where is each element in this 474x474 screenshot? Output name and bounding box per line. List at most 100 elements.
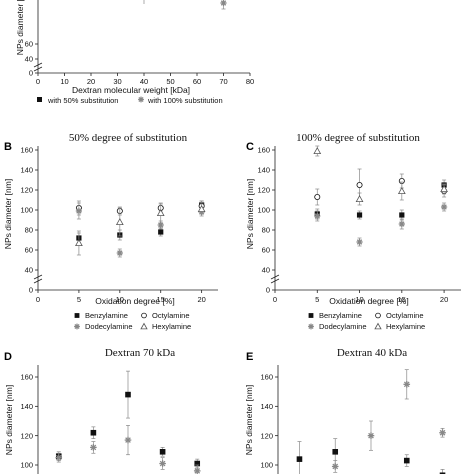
panel-c-axes	[270, 146, 461, 291]
hexylamine-point	[355, 194, 364, 203]
y-tick-label: 100	[20, 461, 33, 470]
asterisk-stroke	[90, 444, 97, 451]
panel-b-ylabel: NPs diameter [nm]	[3, 179, 13, 249]
panel-b-xlabel: Oxidation degree [%]	[95, 296, 174, 306]
square-point	[403, 457, 410, 464]
axis-break-mark	[270, 278, 280, 284]
axis-break-mark	[33, 62, 43, 68]
panel-b-letter: B	[4, 141, 12, 153]
legend-benzylamine: Benzylamine	[319, 311, 362, 320]
asterisk-stroke	[158, 222, 164, 228]
panel-c-ylabel: NPs diameter [nm]	[245, 179, 255, 249]
asterisk-stroke	[117, 250, 123, 256]
asterisk-stroke	[74, 323, 80, 330]
asterisk-stroke	[332, 463, 339, 470]
dodecylamine-point	[440, 203, 448, 211]
y-tick-label: 160	[260, 373, 273, 382]
panel-b-axes	[33, 146, 218, 291]
asterisk-point	[439, 429, 446, 437]
x-tick-label: 15	[398, 295, 406, 304]
x-tick-label: 0	[36, 77, 40, 86]
benzylamine-point	[158, 229, 164, 235]
x-tick-label: 20	[197, 295, 205, 304]
panel-b-ticks: 0 40 60 80 100 120 140 160 0 5 10 15 20	[20, 146, 205, 304]
x-tick-label: 80	[246, 77, 254, 86]
asterisk-stroke	[159, 460, 166, 467]
panel-e-marks	[296, 369, 446, 474]
x-tick-label: 20	[440, 295, 448, 304]
y-tick-label: 120	[20, 431, 33, 440]
panel-d-title: Dextran 70 kDa	[105, 347, 175, 359]
legend-circle-marker	[375, 312, 381, 319]
panel-c-letter: C	[246, 141, 254, 153]
legend-circle-marker	[141, 312, 147, 319]
panel-e-ylabel: NPs diameter [nm]	[244, 385, 254, 455]
legend-octylamine: Octylamine	[152, 311, 190, 320]
legend-label-50: with 50% substitution	[47, 96, 118, 105]
asterisk-stroke	[314, 213, 320, 219]
x-tick-label: 0	[273, 295, 277, 304]
y-tick-label: 0	[29, 286, 33, 295]
asterisk-point	[403, 381, 411, 388]
asterisk-stroke	[76, 208, 82, 214]
legend-square-marker	[308, 313, 314, 318]
legend-square-marker	[37, 97, 42, 102]
x-tick-label: 15	[157, 295, 165, 304]
asterisk-stroke	[55, 454, 62, 461]
legend-hexylamine: Hexylamine	[152, 322, 191, 331]
y-tick-label: 60	[25, 246, 33, 255]
x-tick-label: 10	[60, 77, 68, 86]
square-point	[125, 391, 131, 398]
x-tick-label: 10	[116, 295, 124, 304]
y-tick-label: 120	[260, 431, 273, 440]
y-tick-label: 160	[257, 146, 270, 155]
legend-hexylamine: Hexylamine	[386, 322, 425, 331]
y-tick-label: 60	[262, 246, 270, 255]
y-tick-label: 140	[257, 166, 270, 175]
asterisk-point	[124, 436, 132, 444]
dodecylamine-point	[75, 207, 83, 215]
panel-e-ticks: 100 120 140 160	[260, 373, 278, 470]
legend-label-100: with 100% substitution	[147, 96, 223, 105]
x-tick-label: 0	[36, 295, 40, 304]
y-tick-label: 140	[20, 402, 33, 411]
x-tick-label: 5	[315, 295, 319, 304]
benzylamine-point	[399, 212, 405, 218]
asterisk-stroke	[194, 468, 201, 474]
x-tick-label: 70	[219, 77, 227, 86]
panel-a-axes	[33, 0, 250, 74]
legend-dodecylamine: Dodecylamine	[319, 322, 367, 331]
square-point	[332, 449, 339, 455]
asterisk-stroke	[220, 0, 227, 6]
y-tick-label: 60	[25, 40, 33, 49]
legend-asterisk-marker	[138, 96, 144, 103]
hexylamine-point	[313, 146, 322, 155]
legend-benzylamine: Benzylamine	[85, 311, 128, 320]
asterisk-stroke	[439, 429, 446, 436]
hexylamine-point	[440, 184, 448, 193]
asterisk-stroke	[403, 381, 410, 388]
asterisk-stroke	[138, 96, 144, 103]
y-tick-label: 120	[257, 186, 270, 195]
asterisk-stroke	[368, 432, 374, 439]
panel-c: C 100% degree of substitution NPs diamet…	[245, 132, 461, 331]
y-tick-label: 100	[20, 206, 33, 215]
y-tick-label: 120	[20, 186, 33, 195]
octylamine-point	[356, 181, 363, 188]
y-tick-label: 40	[262, 266, 270, 275]
panel-d-letter: D	[4, 351, 12, 363]
dodecylamine-point	[116, 249, 123, 257]
square-point	[159, 449, 166, 455]
asterisk-stroke	[308, 323, 314, 330]
panel-d-ticks: 100 120 140 160	[20, 373, 38, 470]
axis-break-mark	[33, 278, 43, 284]
legend-dodecylamine: Dodecylamine	[85, 322, 133, 331]
y-tick-label: 80	[25, 226, 33, 235]
panel-b-legend: Benzylamine Octylamine Dodecylamine Hexy…	[74, 311, 191, 331]
asterisk-point	[159, 460, 166, 467]
legend-triangle-marker	[140, 322, 148, 330]
hexylamine-point	[75, 238, 83, 247]
axis-break-mark	[33, 66, 43, 72]
panel-e-title: Dextran 40 kDa	[337, 347, 407, 359]
